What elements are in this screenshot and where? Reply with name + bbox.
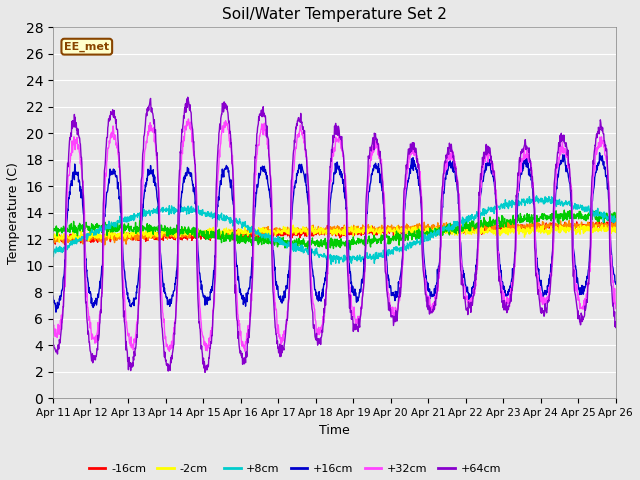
-16cm xyxy=(595,218,603,224)
+32cm xyxy=(612,306,620,312)
+2cm xyxy=(93,223,100,228)
-8cm xyxy=(310,227,317,232)
+8cm xyxy=(300,250,307,256)
+32cm xyxy=(166,348,173,354)
+16cm xyxy=(300,171,308,177)
-16cm xyxy=(49,239,57,244)
+8cm xyxy=(612,218,620,224)
-16cm xyxy=(370,228,378,234)
+8cm xyxy=(93,229,100,235)
-2cm xyxy=(116,230,124,236)
+2cm xyxy=(116,223,124,228)
+32cm xyxy=(116,163,124,169)
+8cm xyxy=(310,250,317,255)
+2cm xyxy=(370,238,378,243)
-8cm xyxy=(300,225,308,230)
+16cm xyxy=(116,194,124,200)
+8cm xyxy=(370,252,378,257)
+64cm xyxy=(370,147,378,153)
+2cm xyxy=(300,236,307,242)
+32cm xyxy=(49,316,57,322)
+8cm xyxy=(49,249,57,254)
+64cm xyxy=(289,163,296,169)
+2cm xyxy=(346,247,354,252)
-8cm xyxy=(288,230,296,236)
+16cm xyxy=(310,276,317,282)
Legend: -16cm, -8cm, -2cm, +2cm, +8cm, +16cm, +32cm, +64cm: -16cm, -8cm, -2cm, +2cm, +8cm, +16cm, +3… xyxy=(84,460,506,480)
+32cm xyxy=(310,306,318,312)
+8cm xyxy=(288,243,296,249)
+2cm xyxy=(612,214,620,219)
Text: EE_met: EE_met xyxy=(64,42,109,52)
-2cm xyxy=(310,231,317,237)
+32cm xyxy=(93,339,100,345)
X-axis label: Time: Time xyxy=(319,424,349,437)
+64cm xyxy=(300,131,308,136)
-2cm xyxy=(370,226,378,232)
-2cm xyxy=(288,230,296,236)
+16cm xyxy=(370,167,378,173)
-16cm xyxy=(288,235,296,240)
+8cm xyxy=(532,193,540,199)
+16cm xyxy=(52,309,60,315)
-8cm xyxy=(370,230,378,236)
+8cm xyxy=(116,220,124,226)
Line: -2cm: -2cm xyxy=(53,224,616,242)
-8cm xyxy=(49,233,57,239)
-2cm xyxy=(56,240,63,245)
-2cm xyxy=(587,221,595,227)
-8cm xyxy=(93,236,100,241)
+2cm xyxy=(561,207,568,213)
-16cm xyxy=(116,236,124,241)
Line: +16cm: +16cm xyxy=(53,153,616,312)
+64cm xyxy=(201,370,209,375)
+64cm xyxy=(184,94,191,100)
-8cm xyxy=(101,242,109,248)
+2cm xyxy=(49,228,57,233)
Line: +2cm: +2cm xyxy=(53,210,616,250)
+16cm xyxy=(49,293,57,299)
Line: +32cm: +32cm xyxy=(53,119,616,351)
+32cm xyxy=(289,188,296,193)
Line: -16cm: -16cm xyxy=(53,221,616,245)
-2cm xyxy=(300,228,308,233)
+16cm xyxy=(596,150,604,156)
+32cm xyxy=(370,140,378,146)
+16cm xyxy=(288,208,296,214)
-8cm xyxy=(612,226,620,231)
-2cm xyxy=(93,235,100,241)
+32cm xyxy=(185,116,193,122)
-2cm xyxy=(612,227,620,232)
-8cm xyxy=(565,218,573,224)
+16cm xyxy=(612,281,620,287)
-16cm xyxy=(93,236,100,242)
-16cm xyxy=(612,219,620,225)
Line: +8cm: +8cm xyxy=(53,196,616,264)
+2cm xyxy=(310,240,317,246)
+64cm xyxy=(116,159,124,165)
+16cm xyxy=(93,300,100,305)
-16cm xyxy=(61,242,68,248)
Title: Soil/Water Temperature Set 2: Soil/Water Temperature Set 2 xyxy=(222,7,447,22)
+32cm xyxy=(300,140,308,146)
Y-axis label: Temperature (C): Temperature (C) xyxy=(7,162,20,264)
Line: +64cm: +64cm xyxy=(53,97,616,372)
+64cm xyxy=(49,336,57,341)
Line: -8cm: -8cm xyxy=(53,221,616,245)
+64cm xyxy=(93,352,100,358)
+8cm xyxy=(327,262,335,267)
+64cm xyxy=(310,323,318,328)
-2cm xyxy=(49,236,57,241)
-8cm xyxy=(116,235,124,241)
+2cm xyxy=(288,240,296,246)
+64cm xyxy=(612,324,620,330)
-16cm xyxy=(300,227,308,233)
-16cm xyxy=(310,228,317,234)
